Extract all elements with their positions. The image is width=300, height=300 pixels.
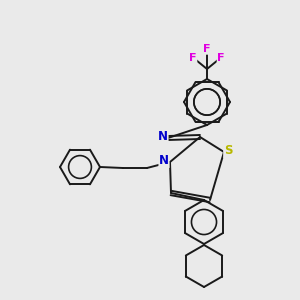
Text: N: N xyxy=(158,130,168,143)
Text: S: S xyxy=(224,145,232,158)
Text: N: N xyxy=(159,154,169,167)
Text: F: F xyxy=(189,53,197,63)
Text: F: F xyxy=(217,53,225,63)
Text: F: F xyxy=(203,44,211,54)
